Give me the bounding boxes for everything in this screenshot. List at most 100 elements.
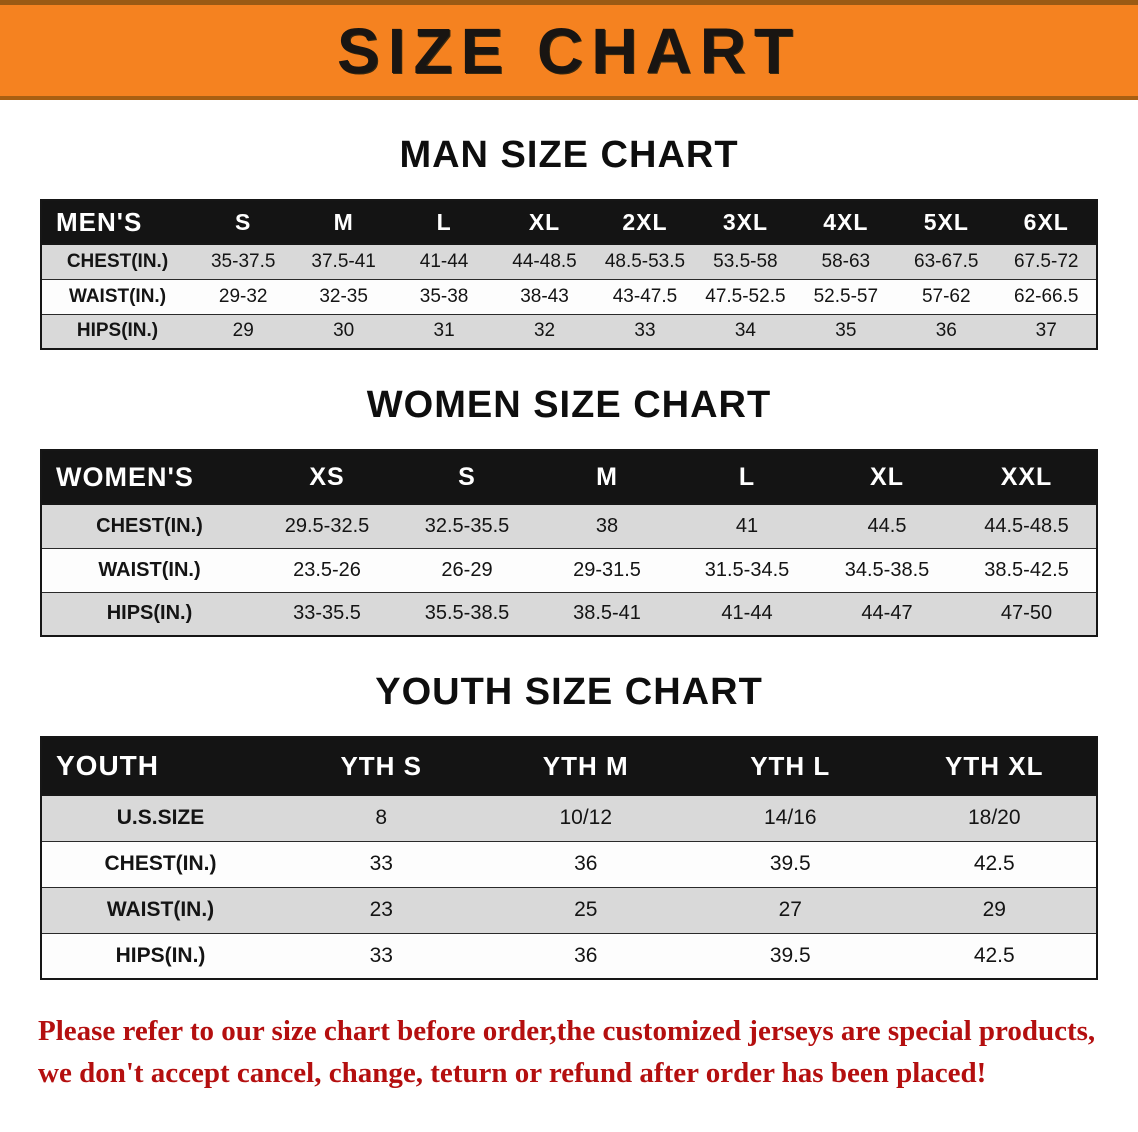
size-value: 14/16 (688, 794, 893, 842)
size-value: 41-44 (677, 591, 817, 637)
size-column-header: 2XL (594, 200, 696, 245)
size-column-header: YTH S (279, 737, 484, 796)
size-value: 32-35 (293, 278, 394, 315)
table-header-row: MEN'S S M L XL 2XL 3XL 4XL 5XL 6XL (41, 200, 1097, 245)
size-column-header: XL (817, 450, 957, 505)
mens-table-title: MEN'S (41, 200, 193, 245)
table-row: CHEST(IN.) 29.5-32.5 32.5-35.5 38 41 44.5 44.5… (41, 503, 1097, 549)
size-column-header: L (677, 450, 817, 505)
size-column-header: YTH XL (892, 737, 1097, 796)
size-value: 23 (279, 886, 484, 934)
size-value: 30 (293, 313, 394, 350)
size-column-header: YTH L (688, 737, 893, 796)
size-value: 48.5-53.5 (594, 243, 696, 280)
youth-section-heading: YOUTH SIZE CHART (375, 671, 763, 713)
size-value: 67.5-72 (996, 243, 1097, 280)
size-value: 52.5-57 (795, 278, 897, 315)
size-value: 47-50 (957, 591, 1097, 637)
size-value: 41 (677, 503, 817, 549)
mens-size-table: MEN'S S M L XL 2XL 3XL 4XL 5XL 6XL CHEST(IN.) 35-37… (40, 199, 1098, 350)
size-value: 29 (892, 886, 1097, 934)
size-value: 63-67.5 (896, 243, 997, 280)
table-header-row: YOUTH YTH S YTH M YTH L YTH XL (41, 737, 1097, 796)
size-value: 43-47.5 (594, 278, 696, 315)
row-label: U.S.SIZE (41, 794, 279, 842)
womens-table-title: WOMEN'S (41, 450, 257, 505)
footer-notice: Please refer to our size chart before or… (0, 1010, 1138, 1120)
size-value: 35 (795, 313, 897, 350)
size-column-header: YTH M (483, 737, 688, 796)
size-value: 33 (279, 840, 484, 888)
size-value: 8 (279, 794, 484, 842)
size-value: 33 (594, 313, 696, 350)
row-label: HIPS(IN.) (41, 591, 257, 637)
size-column-header: L (393, 200, 495, 245)
size-value: 44.5 (817, 503, 957, 549)
size-value: 32.5-35.5 (397, 503, 537, 549)
size-column-header: S (193, 200, 294, 245)
size-value: 29 (193, 313, 294, 350)
size-value: 29.5-32.5 (257, 503, 397, 549)
size-value: 35.5-38.5 (397, 591, 537, 637)
size-value: 31 (393, 313, 495, 350)
table-row: CHEST(IN.) 35-37.5 37.5-41 41-44 44-48.5 48.5… (41, 243, 1097, 280)
notice-line-1: Please refer to our size chart before or… (38, 1015, 1096, 1047)
womens-size-table: WOMEN'S XS S M L XL XXL CHEST(IN.) 29.5-32.5 32.5… (40, 449, 1098, 637)
size-column-header: 4XL (795, 200, 897, 245)
womens-section-heading: WOMEN SIZE CHART (366, 384, 772, 426)
size-value: 58-63 (795, 243, 897, 280)
size-value: 44-48.5 (494, 243, 595, 280)
size-value: 25 (483, 886, 688, 934)
row-label: HIPS(IN.) (41, 313, 193, 350)
size-value: 18/20 (892, 794, 1097, 842)
table-row: HIPS(IN.) 33-35.5 35.5-38.5 38.5-41 41-44 44-… (41, 591, 1097, 637)
row-label: HIPS(IN.) (41, 932, 279, 980)
size-value: 33 (279, 932, 484, 980)
row-label: WAIST(IN.) (41, 886, 279, 934)
mens-section-heading: MAN SIZE CHART (399, 134, 739, 176)
size-value: 38 (537, 503, 677, 549)
size-value: 42.5 (892, 932, 1097, 980)
size-value: 38-43 (494, 278, 595, 315)
page-title: SIZE CHART (337, 14, 801, 87)
table-header-row: WOMEN'S XS S M L XL XXL (41, 450, 1097, 505)
row-label: WAIST(IN.) (41, 278, 193, 315)
row-label: CHEST(IN.) (41, 840, 279, 888)
youth-size-table: YOUTH YTH S YTH M YTH L YTH XL U.S.SIZE 8 10/12… (40, 736, 1098, 980)
table-row: WAIST(IN.) 23 25 27 29 (41, 886, 1097, 934)
size-value: 53.5-58 (695, 243, 796, 280)
size-value: 36 (896, 313, 997, 350)
size-value: 57-62 (896, 278, 997, 315)
size-column-header: XS (257, 450, 397, 505)
table-row: U.S.SIZE 8 10/12 14/16 18/20 (41, 794, 1097, 842)
size-value: 31.5-34.5 (677, 547, 817, 593)
table-row: WAIST(IN.) 23.5-26 26-29 29-31.5 31.5-34.5 34… (41, 547, 1097, 593)
size-column-header: S (397, 450, 537, 505)
notice-line-2: we don't accept cancel, change, teturn o… (38, 1057, 987, 1090)
size-column-header: XL (494, 200, 595, 245)
row-label: WAIST(IN.) (41, 547, 257, 593)
size-value: 44-47 (817, 591, 957, 637)
size-column-header: XXL (957, 450, 1097, 505)
size-value: 39.5 (688, 932, 893, 980)
size-value: 29-32 (193, 278, 294, 315)
youth-table-title: YOUTH (41, 737, 279, 796)
size-value: 32 (494, 313, 595, 350)
size-value: 10/12 (483, 794, 688, 842)
size-column-header: 6XL (996, 200, 1097, 245)
size-value: 39.5 (688, 840, 893, 888)
size-column-header: M (537, 450, 677, 505)
size-value: 38.5-42.5 (957, 547, 1097, 593)
size-value: 38.5-41 (537, 591, 677, 637)
size-value: 23.5-26 (257, 547, 397, 593)
size-value: 37.5-41 (293, 243, 394, 280)
table-row: HIPS(IN.) 29 30 31 32 33 34 35 36 37 (41, 313, 1097, 350)
size-value: 36 (483, 840, 688, 888)
size-value: 36 (483, 932, 688, 980)
size-value: 41-44 (393, 243, 495, 280)
size-value: 27 (688, 886, 893, 934)
table-row: HIPS(IN.) 33 36 39.5 42.5 (41, 932, 1097, 980)
size-value: 35-38 (393, 278, 495, 315)
size-column-header: 3XL (695, 200, 796, 245)
